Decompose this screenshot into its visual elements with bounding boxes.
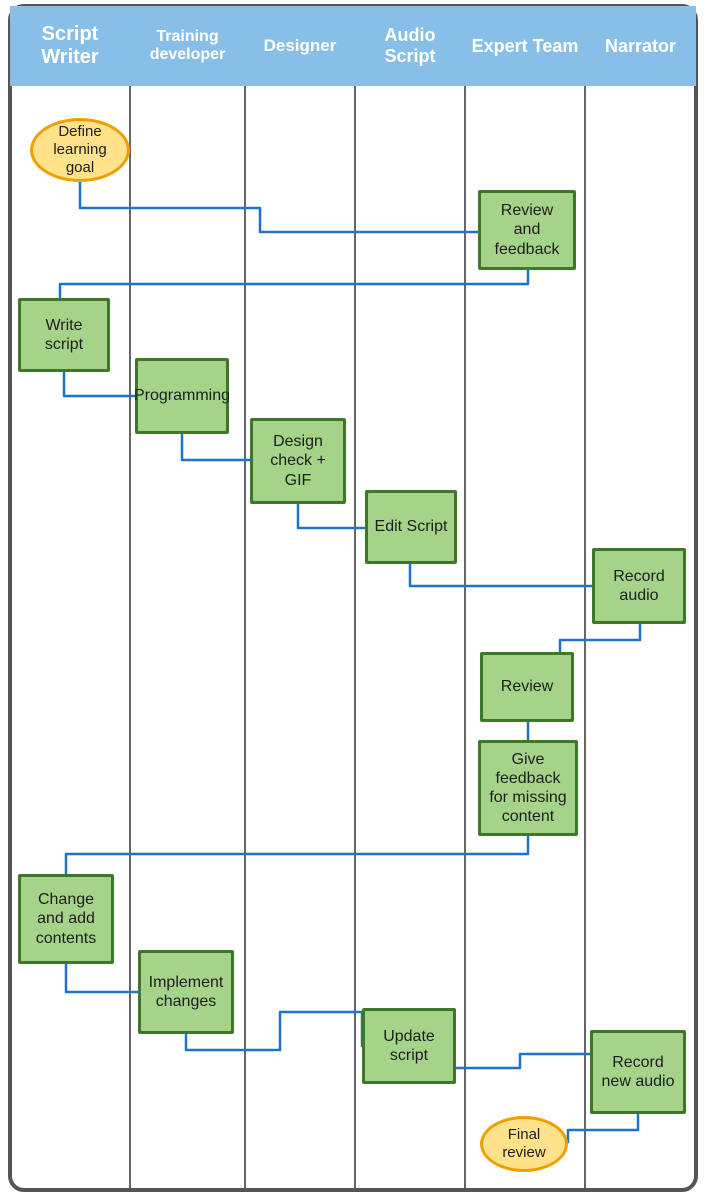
node-record-new: Record new audio	[590, 1030, 686, 1114]
lane-header-audio-script: Audio Script	[355, 6, 465, 86]
node-final-review: Final review	[480, 1116, 568, 1172]
node-define-goal: Define learning goal	[30, 118, 130, 182]
node-update-script: Update script	[362, 1008, 456, 1084]
node-write-script: Write script	[18, 298, 110, 372]
node-programming: Programming	[135, 358, 229, 434]
swimlane-diagram: Script WriterTraining developerDesignerA…	[0, 0, 706, 1200]
node-review2: Review	[480, 652, 574, 722]
lane-header-designer: Designer	[245, 6, 355, 86]
lane-header-script-writer: Script Writer	[10, 6, 130, 86]
node-impl-changes: Implement changes	[138, 950, 234, 1034]
node-record-audio: Record audio	[592, 548, 686, 624]
node-edit-script: Edit Script	[365, 490, 457, 564]
node-change-add: Change and add contents	[18, 874, 114, 964]
lane-header-narrator: Narrator	[585, 6, 696, 86]
lane-header-training-developer: Training developer	[130, 6, 245, 86]
lane-header-expert-team: Expert Team	[465, 6, 585, 86]
node-review-fb: Review and feedback	[478, 190, 576, 270]
node-design-check: Design check + GIF	[250, 418, 346, 504]
node-give-feedback: Give feedback for missing content	[478, 740, 578, 836]
